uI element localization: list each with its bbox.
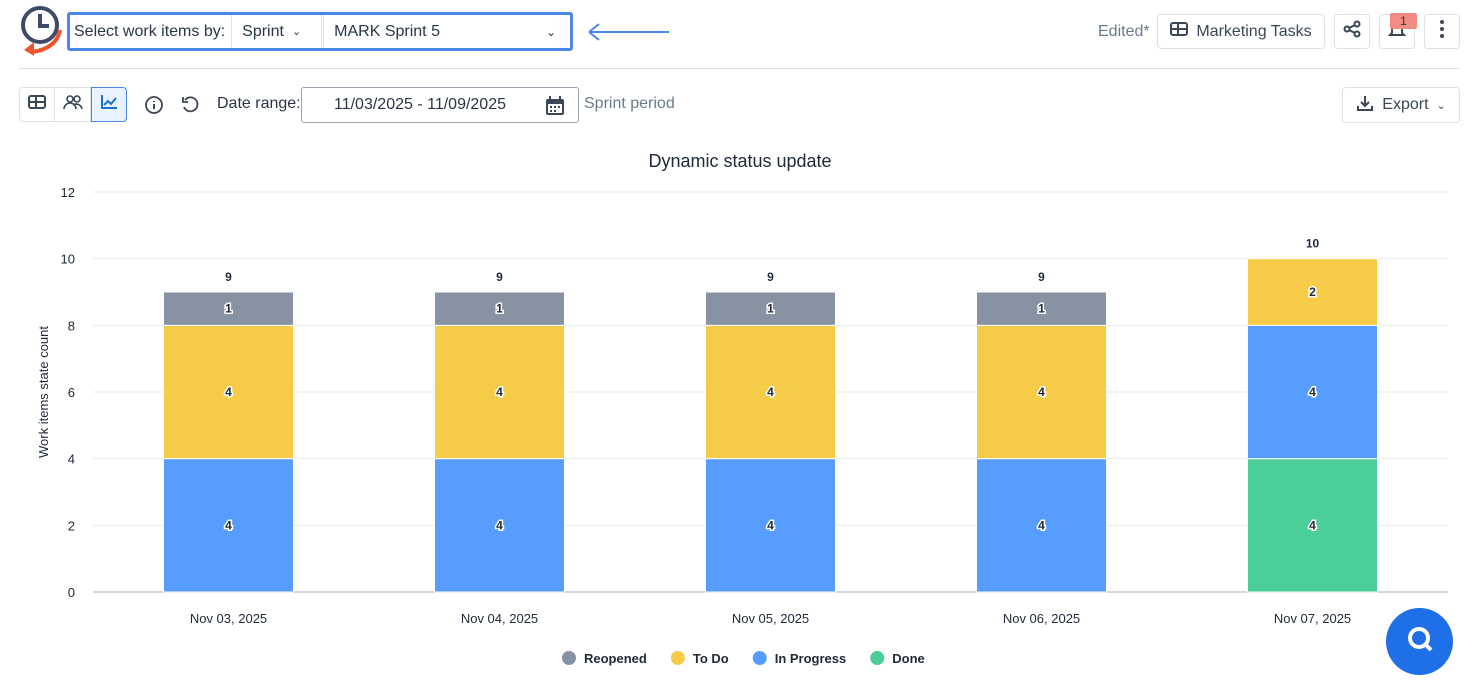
calendar-icon[interactable] xyxy=(544,95,566,122)
data-label: 4 xyxy=(767,518,774,532)
data-label: 4 xyxy=(225,385,232,399)
y-tick-label: 0 xyxy=(68,585,75,600)
chart-view-button[interactable] xyxy=(91,87,127,122)
export-button[interactable]: Export ⌄ xyxy=(1342,87,1460,123)
table-icon xyxy=(1170,22,1189,41)
bar-segment xyxy=(163,291,294,326)
divider xyxy=(19,68,1460,69)
data-label: 1 xyxy=(225,302,232,316)
table-icon xyxy=(28,95,46,114)
line-chart-icon xyxy=(100,94,118,115)
date-range-input[interactable]: 11/03/2025 - 11/09/2025 xyxy=(301,87,579,123)
board-button[interactable]: Marketing Tasks xyxy=(1157,14,1325,49)
download-icon xyxy=(1356,94,1374,117)
share-button[interactable] xyxy=(1334,14,1370,49)
date-range-value: 11/03/2025 - 11/09/2025 xyxy=(334,96,506,113)
team-view-button[interactable] xyxy=(55,87,91,122)
chart-title: Dynamic status update xyxy=(648,151,831,171)
legend-marker xyxy=(752,651,767,665)
users-icon xyxy=(62,94,83,115)
bar-segment xyxy=(705,458,836,593)
y-tick-label: 8 xyxy=(68,318,75,333)
group-by-dropdown[interactable]: Sprint ⌄ xyxy=(232,15,325,48)
chevron-down-icon: ⌄ xyxy=(291,26,302,38)
export-label: Export xyxy=(1382,96,1429,113)
data-label: 2 xyxy=(1309,285,1316,299)
group-by-value: Sprint xyxy=(242,22,284,40)
legend-marker xyxy=(670,651,685,665)
sprint-period-label: Sprint period xyxy=(584,95,675,112)
legend-item: Reopened xyxy=(584,651,647,666)
board-label: Marketing Tasks xyxy=(1196,22,1312,40)
app-logo xyxy=(18,4,66,65)
data-label: 4 xyxy=(1309,385,1316,399)
legend-item: Done xyxy=(892,651,925,666)
bar-segment xyxy=(976,291,1107,326)
bar-segment xyxy=(163,324,294,460)
bar-segment xyxy=(705,324,836,460)
x-tick-label: Nov 06, 2025 xyxy=(1003,611,1080,626)
legend-item: To Do xyxy=(693,651,729,666)
data-label: 1 xyxy=(496,302,503,316)
arrow-left-icon xyxy=(587,22,671,47)
info-icon[interactable] xyxy=(144,95,164,120)
y-tick-label: 2 xyxy=(68,518,75,533)
total-label: 9 xyxy=(225,270,232,284)
bar-segment xyxy=(1247,458,1378,593)
notification-badge: 1 xyxy=(1390,13,1417,29)
x-tick-label: Nov 05, 2025 xyxy=(732,611,809,626)
sprint-value: MARK Sprint 5 xyxy=(334,22,440,40)
bar-segment xyxy=(976,324,1107,460)
chevron-down-icon: ⌄ xyxy=(1436,99,1446,112)
chat-icon xyxy=(1406,625,1434,658)
chat-support-button[interactable] xyxy=(1386,608,1453,675)
data-label: 4 xyxy=(225,518,232,532)
bar-segment xyxy=(976,458,1107,593)
y-tick-label: 4 xyxy=(68,452,75,467)
data-label: 4 xyxy=(496,518,503,532)
legend-marker xyxy=(870,651,885,665)
view-switcher xyxy=(19,87,127,122)
bar-segment xyxy=(434,324,565,460)
x-tick-label: Nov 03, 2025 xyxy=(190,611,267,626)
bar-segment xyxy=(1247,258,1378,326)
data-label: 4 xyxy=(496,385,503,399)
data-label: 4 xyxy=(1038,518,1045,532)
data-label: 4 xyxy=(1309,518,1316,532)
date-range-label: Date range: xyxy=(217,95,301,112)
y-tick-label: 12 xyxy=(61,185,75,200)
work-item-selector: Select work items by: Sprint ⌄ MARK Sprin… xyxy=(67,12,573,51)
reset-icon[interactable] xyxy=(180,95,200,120)
total-label: 9 xyxy=(496,270,503,284)
more-vertical-icon xyxy=(1439,19,1445,44)
total-label: 9 xyxy=(1038,270,1045,284)
data-label: 4 xyxy=(1038,385,1045,399)
sprint-dropdown[interactable]: MARK Sprint 5 ⌄ xyxy=(324,23,570,41)
bar-segment xyxy=(434,291,565,326)
chevron-down-icon: ⌄ xyxy=(545,24,556,39)
bar-segment xyxy=(1247,324,1378,460)
data-label: 1 xyxy=(767,302,774,316)
total-label: 9 xyxy=(767,270,774,284)
table-view-button[interactable] xyxy=(19,87,55,122)
y-tick-label: 6 xyxy=(68,385,75,400)
bar-segment xyxy=(434,458,565,593)
x-tick-label: Nov 07, 2025 xyxy=(1274,611,1351,626)
select-label: Select work items by: xyxy=(70,15,233,48)
data-label: 4 xyxy=(767,385,774,399)
more-options-button[interactable] xyxy=(1424,14,1460,49)
legend-marker xyxy=(562,651,576,665)
bar-segment xyxy=(705,291,836,326)
legend-item: In Progress xyxy=(775,651,847,666)
edited-indicator: Edited* xyxy=(1098,23,1150,40)
total-label: 10 xyxy=(1306,237,1320,251)
share-icon xyxy=(1343,20,1361,43)
y-axis-label: Work items state count xyxy=(36,326,51,458)
y-tick-label: 10 xyxy=(61,252,75,267)
x-tick-label: Nov 04, 2025 xyxy=(461,611,538,626)
data-label: 1 xyxy=(1038,302,1045,316)
bar-segment xyxy=(163,458,294,593)
